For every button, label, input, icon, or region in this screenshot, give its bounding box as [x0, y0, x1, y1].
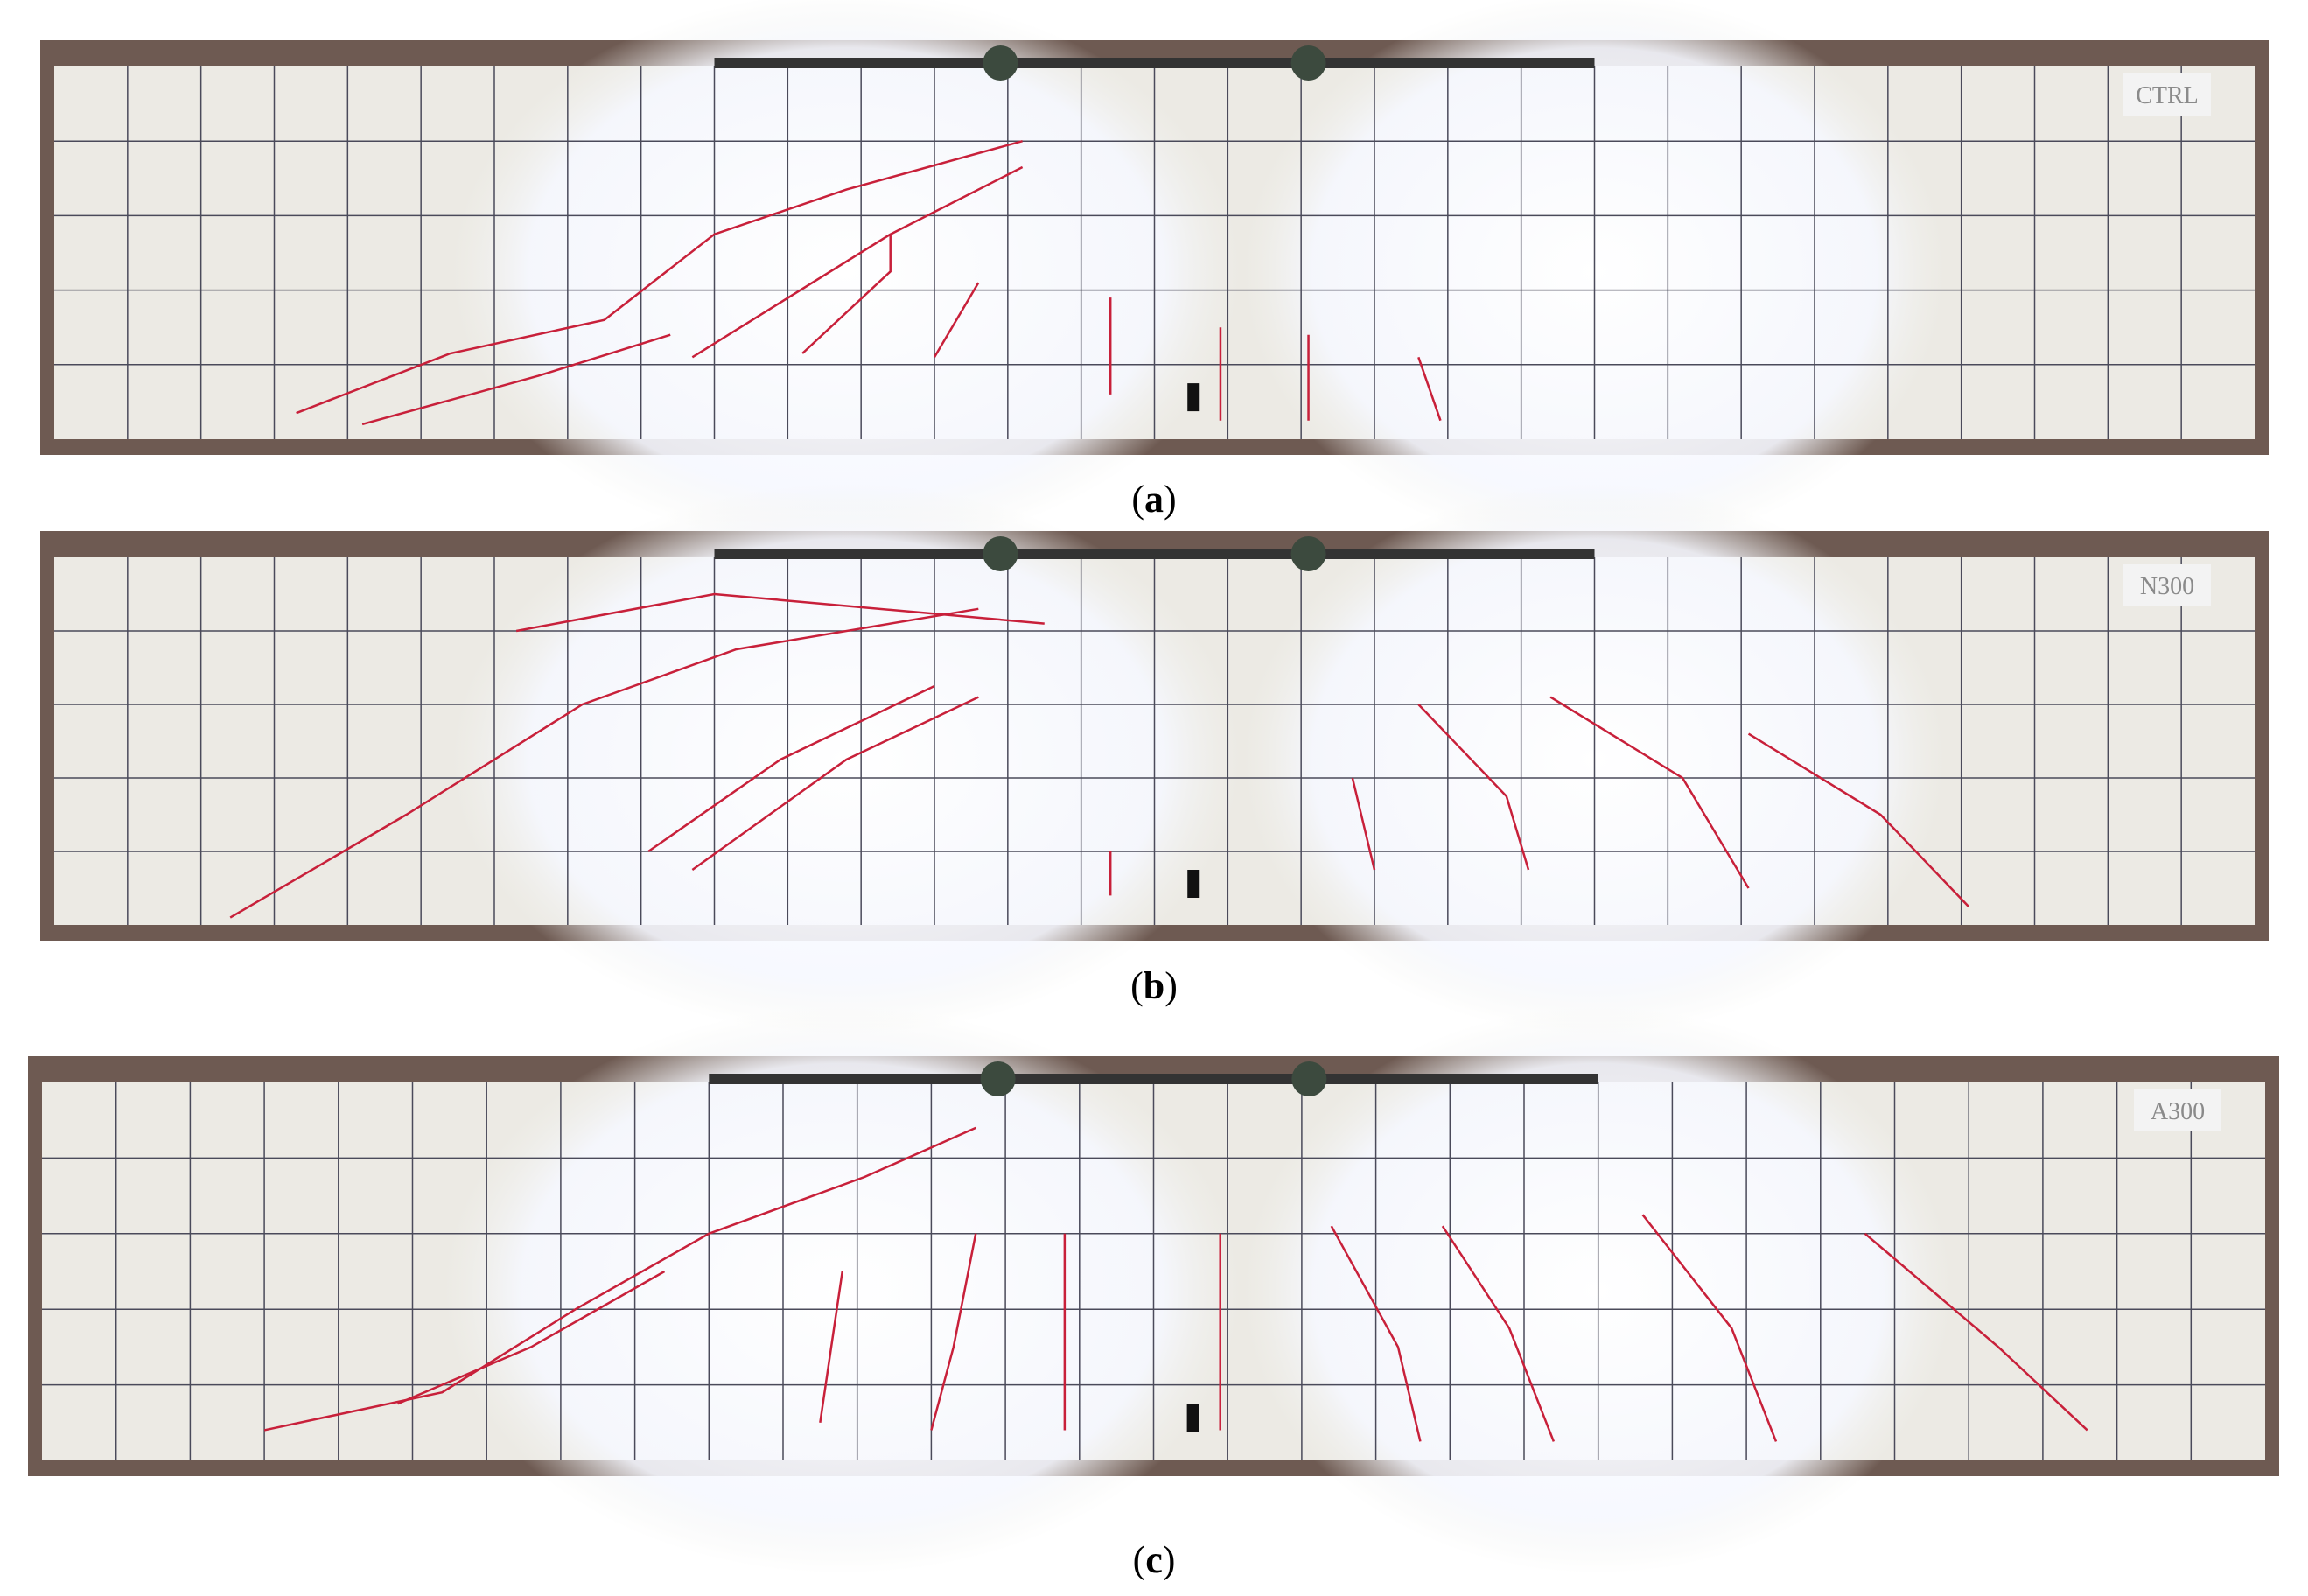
label-box: [2123, 564, 2211, 606]
gauge: [1186, 1404, 1199, 1432]
crack: [1747, 732, 1969, 907]
loading-roller: [1291, 1061, 1327, 1096]
caption-part: ): [1164, 964, 1178, 1007]
specimen-label: N300: [2140, 573, 2194, 600]
caption-part: (: [1131, 478, 1144, 521]
crack: [930, 1233, 977, 1431]
beam-panel: N300 (b): [40, 484, 2269, 1035]
loading-roller: [1290, 46, 1326, 80]
crack: [397, 1270, 666, 1405]
caption-part: (: [1130, 964, 1144, 1007]
crack: [1641, 1214, 1778, 1442]
crack: [1441, 1225, 1556, 1442]
crack: [229, 607, 979, 919]
label-box: [2134, 1089, 2221, 1131]
gauge: [1187, 870, 1200, 898]
crack: [691, 696, 979, 872]
loading-roller: [983, 46, 1018, 80]
specimen-label: A300: [2151, 1098, 2205, 1125]
loading-roller: [1290, 536, 1326, 571]
crack: [1330, 1225, 1422, 1442]
crack: [1549, 696, 1750, 889]
caption: (a): [1131, 478, 1176, 521]
caption-part: (: [1133, 1538, 1146, 1581]
top-plate: [709, 1074, 1598, 1084]
loading-roller: [980, 1061, 1016, 1096]
crack: [1351, 777, 1376, 871]
crack: [1417, 704, 1530, 871]
caption-part: b: [1144, 964, 1164, 1007]
caption-part: ): [1164, 478, 1177, 521]
loading-roller: [983, 536, 1018, 571]
crack: [801, 234, 892, 354]
gauge: [1187, 383, 1200, 412]
caption: (b): [1130, 964, 1178, 1007]
crack: [263, 1126, 976, 1432]
crack: [819, 1270, 843, 1423]
caption-part: a: [1144, 478, 1164, 521]
crack: [647, 684, 935, 853]
caption: (c): [1133, 1538, 1176, 1581]
beam-panel: CTRL (a): [40, 0, 2269, 551]
crack: [1864, 1232, 2088, 1432]
top-plate: [714, 58, 1595, 68]
caption-part: c: [1145, 1538, 1163, 1581]
beam-panel: A300 (c): [28, 1006, 2279, 1581]
label-box: [2123, 74, 2211, 116]
crack: [933, 282, 980, 358]
crack: [515, 592, 1045, 633]
crack: [296, 139, 1023, 415]
crack: [361, 333, 671, 426]
top-plate: [714, 549, 1595, 559]
crack: [1417, 356, 1442, 422]
caption-part: ): [1163, 1538, 1176, 1581]
specimen-label: CTRL: [2136, 82, 2199, 109]
light-spot: [450, 0, 1242, 551]
light-spot: [442, 1006, 1243, 1574]
